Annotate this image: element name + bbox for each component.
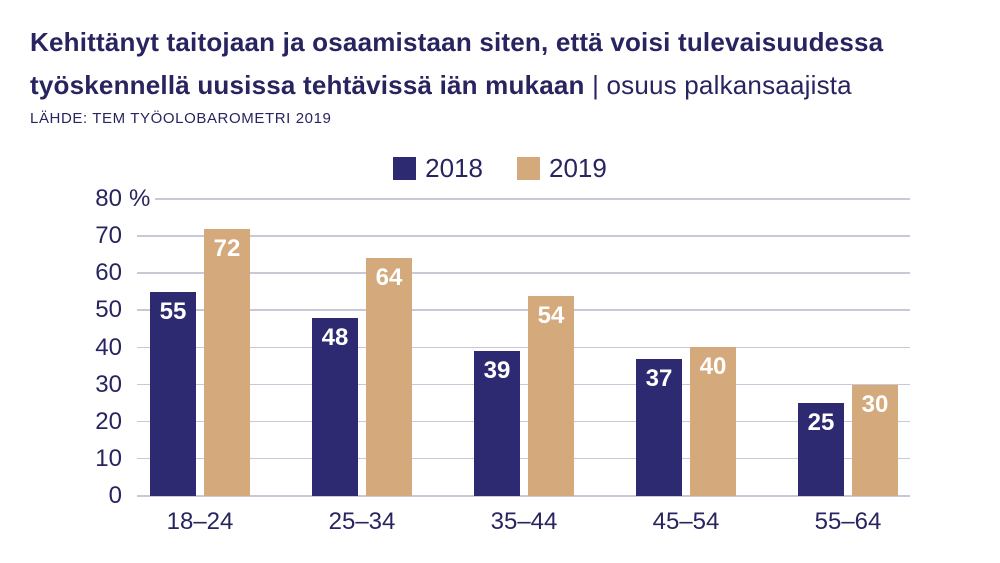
legend-label-2018: 2018 xyxy=(425,153,483,183)
x-tick-label-group-2: 35–44 xyxy=(490,508,558,535)
bar-2019-group-1: 64 xyxy=(366,258,412,496)
y-tick-label-30: 30 xyxy=(95,370,122,398)
gridline-10 xyxy=(137,457,910,460)
title-subtitle: | osuus palkansaajista xyxy=(592,70,852,100)
y-tick-label-40: 40 xyxy=(95,333,122,361)
legend-swatch-2019 xyxy=(517,157,540,180)
bar-value-label-2018-group-1: 48 xyxy=(321,324,349,351)
plot-area: 55 72 48 64 39 54 37 40 25 30 xyxy=(137,198,910,497)
y-tick-label-20: 20 xyxy=(95,407,122,435)
gridline-20 xyxy=(137,420,910,423)
y-tick-label-80: 80% xyxy=(95,185,151,212)
y-tick-label-50: 50 xyxy=(95,296,122,324)
bar-value-label-2019-group-1: 64 xyxy=(375,264,403,291)
bar-value-label-2019-group-0: 72 xyxy=(213,235,241,262)
legend: 2018 2019 xyxy=(0,153,1000,184)
x-tick-label-group-3: 45–54 xyxy=(652,508,720,535)
bar-2019-group-0: 72 xyxy=(204,229,250,496)
y-tick-label-0: 0 xyxy=(108,482,122,509)
gridline-60 xyxy=(137,272,910,274)
x-tick-label-group-1: 25–34 xyxy=(328,508,396,535)
gridline-0 xyxy=(137,495,910,497)
bar-value-label-2019-group-3: 40 xyxy=(699,353,727,380)
bar-value-label-2018-group-2: 39 xyxy=(483,357,511,384)
bar-value-label-2018-group-3: 37 xyxy=(645,365,673,392)
gridline-40 xyxy=(137,346,910,348)
bar-2018-group-1: 48 xyxy=(312,318,358,496)
gridline-70 xyxy=(137,235,910,237)
bar-2019-group-3: 40 xyxy=(690,347,736,496)
legend-label-2019: 2019 xyxy=(549,153,607,183)
x-tick-label-group-4: 55–64 xyxy=(814,508,882,535)
legend-swatch-2018 xyxy=(393,157,417,180)
bar-value-label-2018-group-0: 55 xyxy=(159,298,187,325)
gridline-50 xyxy=(137,309,910,311)
title-line1: Kehittänyt taitojaan ja osaamistaan site… xyxy=(30,27,884,57)
bar-2018-group-4: 25 xyxy=(798,403,844,496)
bar-2019-group-2: 54 xyxy=(528,296,574,496)
bar-value-label-2019-group-4: 30 xyxy=(861,391,889,418)
bar-2018-group-2: 39 xyxy=(474,351,520,496)
y-axis-unit-label: % xyxy=(129,185,151,212)
y-tick-label-60: 60 xyxy=(95,259,122,287)
bar-2018-group-3: 37 xyxy=(636,359,682,496)
bar-2018-group-0: 55 xyxy=(150,292,196,496)
gridline-30 xyxy=(137,383,910,386)
y-tick-label-10: 10 xyxy=(95,444,122,472)
source-text: LÄHDE: TEM TYÖOLOBAROMETRI 2019 xyxy=(30,110,332,127)
gridline-80 xyxy=(155,198,910,200)
bar-value-label-2018-group-4: 25 xyxy=(807,409,835,436)
bar-2019-group-4: 30 xyxy=(852,385,898,496)
x-tick-label-group-0: 18–24 xyxy=(166,508,234,535)
y-tick-label-70: 70 xyxy=(95,222,122,250)
page-title: Kehittänyt taitojaan ja osaamistaan site… xyxy=(30,21,883,107)
legend-item-2018: 2018 xyxy=(393,153,483,184)
title-line2-bold: työskennellä uusissa tehtävissä iän muka… xyxy=(30,70,585,100)
legend-item-2019: 2019 xyxy=(517,153,607,184)
bar-value-label-2019-group-2: 54 xyxy=(537,302,565,329)
